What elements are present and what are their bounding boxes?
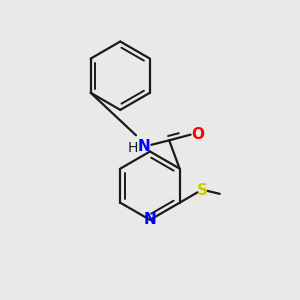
Text: S: S [196, 183, 207, 198]
Text: N: N [144, 212, 156, 227]
Text: H: H [128, 141, 138, 155]
Text: N: N [138, 139, 150, 154]
Text: O: O [191, 127, 204, 142]
